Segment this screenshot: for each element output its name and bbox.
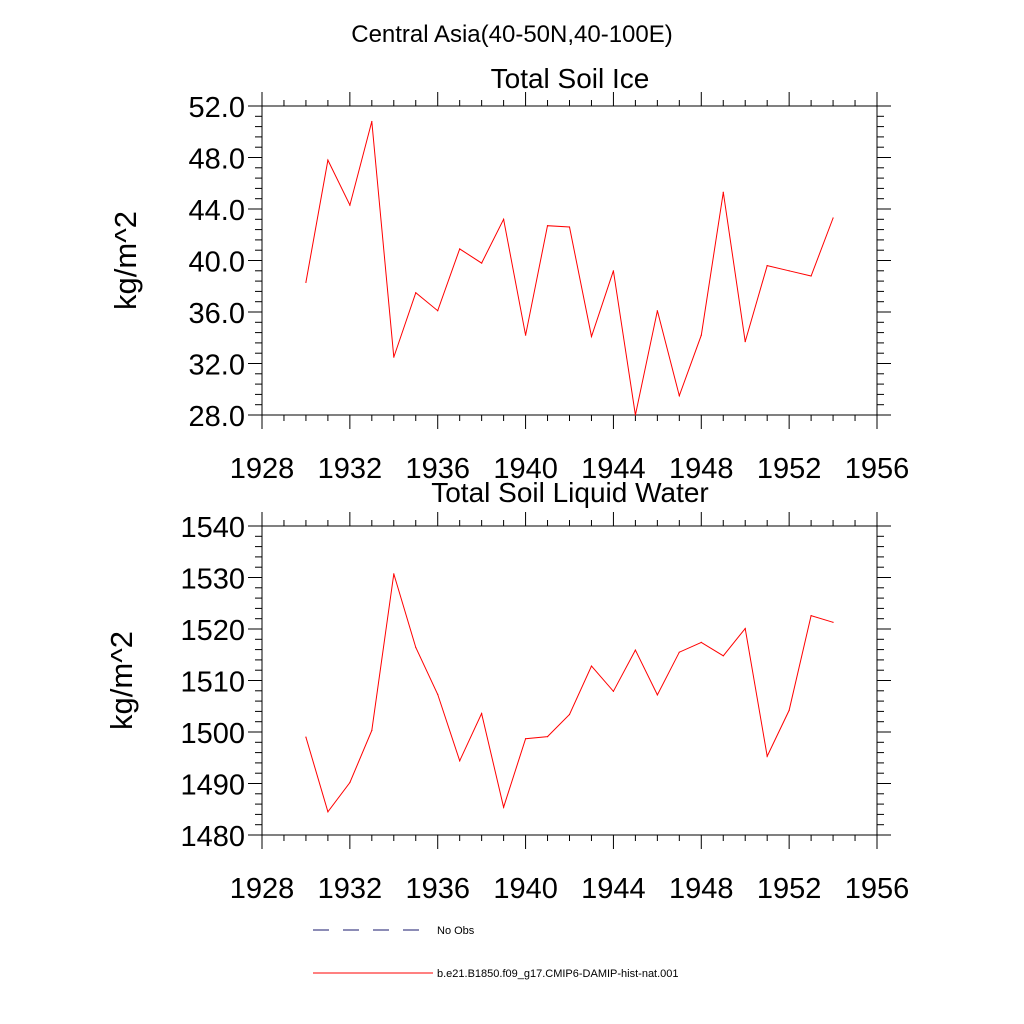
soil-ice-x-tick-label: 1948	[669, 453, 734, 485]
soil-liquid-water-data-point	[788, 709, 790, 711]
soil-ice-x-tick-label: 1928	[230, 453, 295, 485]
soil-liquid-water-data-point	[503, 806, 505, 808]
soil-liquid-water-data-point	[634, 649, 636, 651]
soil-ice-data-point	[371, 120, 373, 123]
soil-liquid-water-plot: 1928 1932 1936 1940 1944 1948 1952 1956 1480 1490…	[104, 477, 909, 905]
soil-liquid-water-data-point	[393, 573, 395, 575]
legend: No Obs b.e21.B1850.f09_g17.CMIP6-DAMIP-h…	[313, 925, 679, 980]
soil-liquid-water-data-point	[327, 811, 329, 813]
soil-liquid-water-data-point	[810, 615, 812, 617]
soil-liquid-water-x-tick-label: 1932	[318, 873, 383, 905]
soil-liquid-water-data-point	[700, 641, 702, 643]
soil-liquid-water-x-tick-label: 1952	[757, 873, 822, 905]
soil-ice-plot: 1928 1932 1936 1940 1944 1948 1952 1956 28.0 32.0…	[108, 63, 909, 485]
soil-liquid-water-data-point	[415, 646, 417, 649]
soil-liquid-water-x-tick-label: 1940	[493, 873, 558, 905]
soil-ice-y-tick-label: 32.0	[189, 350, 245, 382]
soil-liquid-water-y-tick-label: 1540	[180, 512, 245, 544]
soil-ice-y-tick-label: 40.0	[189, 247, 245, 279]
soil-liquid-water-y-tick-label: 1530	[180, 564, 245, 596]
soil-ice-data-point	[722, 191, 724, 193]
soil-ice-data-point	[810, 275, 812, 277]
soil-ice-data-point	[546, 225, 549, 227]
soil-ice-y-axis-label: kg/m^2	[108, 211, 143, 310]
soil-ice-data-point	[415, 292, 417, 294]
soil-ice-data-point	[327, 159, 329, 161]
soil-ice-data-point	[503, 218, 505, 220]
soil-ice-data-point	[832, 217, 834, 219]
soil-liquid-water-y-tick-label: 1510	[180, 667, 245, 699]
figure-title: Central Asia(40-50N,40-100E)	[351, 21, 673, 48]
soil-liquid-water-data-point	[656, 694, 658, 696]
soil-liquid-water-x-tick-label: 1948	[669, 873, 734, 905]
soil-liquid-water-data-point	[524, 738, 527, 740]
soil-liquid-water-data-point	[766, 755, 768, 757]
soil-liquid-water-data-point	[722, 655, 724, 657]
soil-ice-data-point	[700, 334, 702, 336]
soil-ice-x-tick-label: 1944	[581, 453, 646, 485]
soil-ice-y-tick-label: 36.0	[189, 298, 245, 330]
soil-liquid-water-y-tick-label: 1500	[180, 718, 245, 750]
soil-ice-data-point	[349, 204, 351, 206]
soil-ice-y-tick-label: 48.0	[189, 144, 245, 176]
soil-liquid-water-y-tick-label: 1480	[180, 821, 245, 853]
soil-ice-x-tick-label: 1932	[318, 453, 383, 485]
soil-ice-data-point	[393, 356, 395, 358]
soil-ice-data-point	[568, 226, 571, 228]
soil-ice-title: Total Soil Ice	[491, 63, 650, 94]
soil-ice-x-tick-label: 1952	[757, 453, 822, 485]
soil-liquid-water-data-point	[678, 651, 680, 653]
soil-ice-data-point	[766, 265, 768, 267]
soil-liquid-water-data-point	[744, 627, 746, 630]
soil-ice-plot-frame	[261, 105, 878, 416]
soil-ice-data-point	[305, 281, 307, 283]
soil-liquid-water-data-point	[437, 693, 439, 696]
soil-liquid-water-x-tick-label: 1956	[845, 873, 910, 905]
soil-liquid-water-title: Total Soil Liquid Water	[431, 477, 709, 508]
soil-liquid-water-data-point	[481, 712, 483, 715]
soil-liquid-water-y-tick-label: 1490	[180, 770, 245, 802]
soil-ice-data-point	[612, 270, 615, 272]
legend-label-no-obs: No Obs	[437, 925, 475, 937]
soil-liquid-water-series-line	[305, 573, 834, 813]
soil-ice-data-point	[678, 395, 680, 397]
soil-ice-y-tick-label: 52.0	[189, 92, 245, 124]
soil-liquid-water-data-point	[568, 713, 571, 716]
soil-liquid-water-data-point	[612, 690, 615, 692]
soil-liquid-water-data-point	[349, 781, 351, 784]
soil-ice-data-point	[437, 310, 439, 312]
soil-liquid-water-x-tick-label: 1936	[405, 873, 470, 905]
soil-ice-y-tick-label: 44.0	[189, 195, 245, 227]
soil-ice-data-point	[744, 341, 746, 343]
soil-liquid-water-data-point	[459, 760, 461, 762]
soil-liquid-water-data-point	[546, 736, 549, 738]
soil-ice-data-point	[656, 310, 658, 312]
soil-liquid-water-x-tick-label: 1928	[230, 873, 295, 905]
soil-liquid-water-x-tick-label: 1944	[581, 873, 646, 905]
soil-ice-x-tick-label: 1956	[845, 453, 910, 485]
soil-ice-data-point	[788, 270, 790, 272]
soil-ice-data-point	[634, 414, 636, 416]
soil-ice-data-point	[481, 262, 483, 264]
legend-label-hist-nat: b.e21.B1850.f09_g17.CMIP6-DAMIP-hist-nat…	[437, 968, 679, 980]
soil-ice-data-point	[590, 335, 593, 338]
soil-liquid-water-data-point	[832, 621, 834, 623]
soil-liquid-water-data-point	[590, 665, 593, 667]
soil-ice-x-tick-label: 1940	[493, 453, 558, 485]
soil-liquid-water-y-tick-label: 1520	[180, 615, 245, 647]
soil-liquid-water-y-axis-label: kg/m^2	[104, 631, 139, 730]
soil-liquid-water-data-point	[371, 729, 373, 732]
soil-ice-x-tick-label: 1936	[405, 453, 470, 485]
soil-ice-data-point	[459, 248, 461, 250]
soil-ice-series-line	[305, 121, 834, 416]
soil-ice-y-tick-label: 28.0	[189, 401, 245, 433]
soil-ice-data-point	[524, 334, 527, 336]
soil-liquid-water-data-point	[305, 736, 307, 738]
soil-liquid-water-plot-frame	[261, 525, 878, 836]
